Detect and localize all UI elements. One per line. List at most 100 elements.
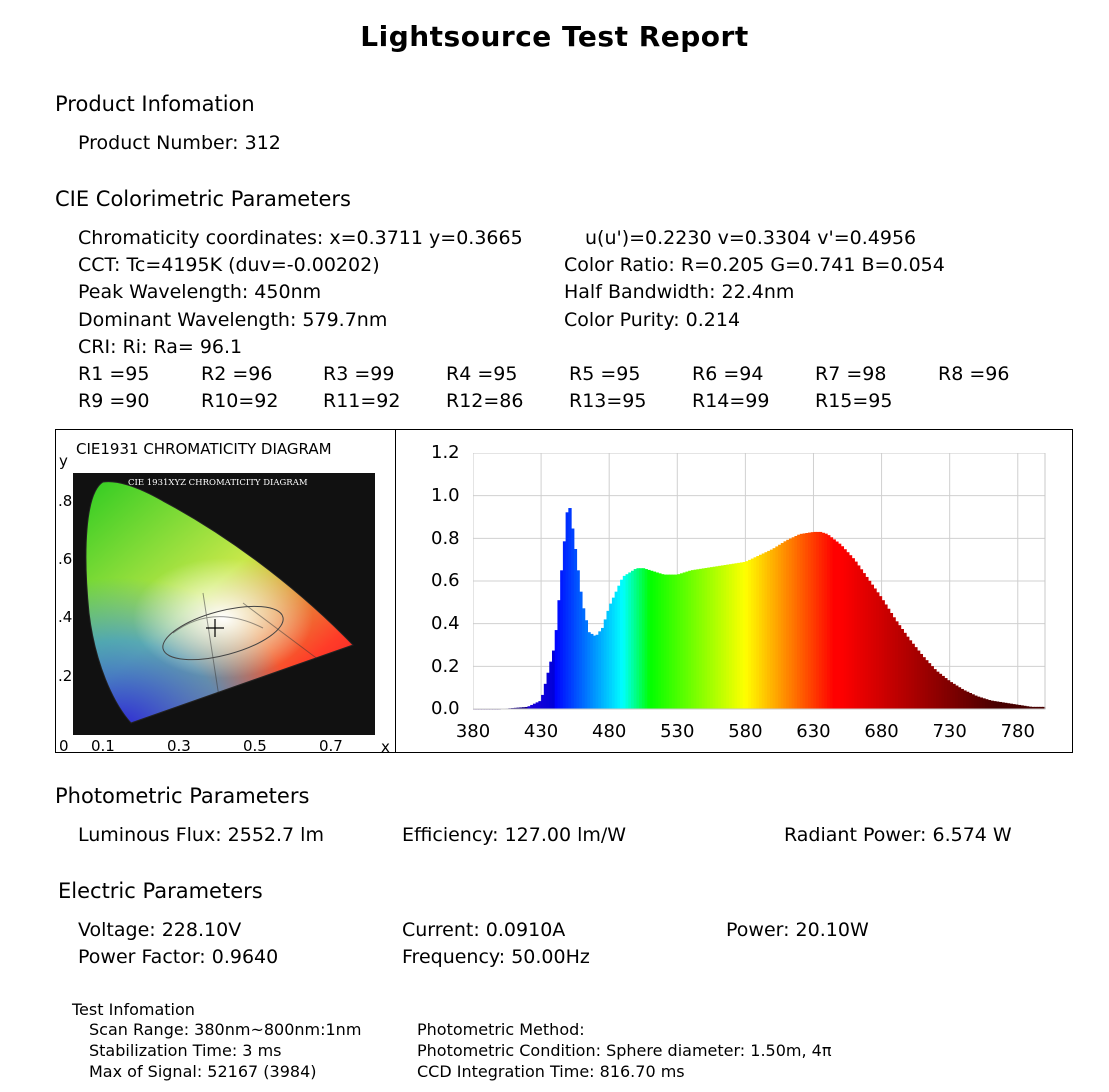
spectrum-bar xyxy=(870,584,874,709)
spectrum-bar xyxy=(873,588,877,709)
spectrum-bar xyxy=(745,561,749,709)
spectrum-bar xyxy=(532,703,537,709)
spectrum-bar xyxy=(867,580,872,709)
spectrum-bar xyxy=(827,535,831,709)
cct: CCT: Tc=4195K (duv=-0.00202) xyxy=(78,254,380,276)
spectrum-bar xyxy=(677,574,681,709)
spectrum-bar xyxy=(952,683,956,709)
spectrum-bar xyxy=(900,629,904,709)
product-heading: Product Infomation xyxy=(55,92,255,116)
spectrum-bar xyxy=(1017,704,1022,709)
spectrum-bar xyxy=(878,596,883,709)
spectrum-bar xyxy=(685,571,689,709)
spectrum-y-tick: 0.6 xyxy=(431,570,460,591)
spectrum-bar xyxy=(949,682,953,709)
report-title: Lightsource Test Report xyxy=(360,20,749,53)
spectrum-bar xyxy=(1036,706,1041,709)
spectrum-chart xyxy=(473,453,1046,710)
spectrum-bar xyxy=(767,550,771,709)
spectrum-bar xyxy=(639,568,643,709)
photometric-heading: Photometric Parameters xyxy=(55,784,310,808)
spectrum-bar xyxy=(772,548,776,709)
spectrum-bar xyxy=(699,568,703,709)
spectrum-x-tick: 380 xyxy=(455,721,491,742)
spectrum-bar xyxy=(963,690,967,709)
spectrum-bar xyxy=(690,570,695,709)
spectrum-bar xyxy=(916,650,921,709)
spectrum-bar xyxy=(979,697,983,709)
spectrum-bar xyxy=(761,553,766,709)
spectrum-y-tick: 0.4 xyxy=(431,613,460,634)
power-factor: Power Factor: 0.9640 xyxy=(78,946,279,968)
spectrum-bar xyxy=(936,671,940,709)
color-purity: Color Purity: 0.214 xyxy=(564,309,741,331)
spectrum-bar xyxy=(810,532,815,709)
spectrum-x-tick: 430 xyxy=(523,721,559,742)
spectrum-bar xyxy=(739,562,744,709)
spectrum-bar xyxy=(557,600,561,709)
spectrum-bar xyxy=(748,559,752,709)
r-value: R3 =99 xyxy=(323,363,395,385)
spectrum-bar xyxy=(892,617,896,709)
spectrum-bar xyxy=(966,691,970,709)
spectrum-bar xyxy=(601,627,605,709)
r-value: R5 =95 xyxy=(569,363,641,385)
spectrum-bar xyxy=(818,531,823,709)
spectrum-bar xyxy=(726,564,730,709)
chromaticity-coordinates: Chromaticity coordinates: x=0.3711 y=0.3… xyxy=(78,227,523,249)
spectrum-bar xyxy=(987,700,992,709)
spectrum-bar xyxy=(846,552,850,709)
spectrum-bar xyxy=(808,532,812,709)
r-value: R7 =98 xyxy=(815,363,887,385)
spectrum-bar xyxy=(1006,703,1011,709)
spectrum-bar xyxy=(707,567,711,709)
spectrum-bar xyxy=(630,570,635,709)
spectrum-bar xyxy=(573,549,578,709)
cie-x-tick: 0 xyxy=(59,737,69,755)
spectrum-bar xyxy=(1020,705,1024,709)
spectrum-bar xyxy=(955,685,959,709)
stabilization-time: Stabilization Time: 3 ms xyxy=(89,1041,282,1060)
spectrum-bar xyxy=(652,571,657,709)
spectrum-bar xyxy=(750,558,755,709)
spectrum-bar xyxy=(671,574,676,709)
spectrum-bar xyxy=(968,693,973,709)
spectrum-bar xyxy=(985,699,989,709)
spectrum-bar xyxy=(976,696,981,709)
spectrum-bar xyxy=(598,631,602,709)
spectrum-bar xyxy=(538,701,542,709)
spectrum-bar xyxy=(1039,706,1043,709)
spectrum-bar xyxy=(938,673,943,709)
spectrum-bar xyxy=(693,569,697,709)
spectrum-bar xyxy=(911,643,915,709)
spectrum-bar xyxy=(854,561,858,709)
spectrum-bar xyxy=(1028,706,1032,709)
spectrum-bar xyxy=(1015,704,1019,709)
spectrum-bar xyxy=(791,537,796,709)
r-value: R14=99 xyxy=(692,390,770,412)
cie-x-tick: 0.3 xyxy=(167,737,191,755)
spectrum-bar xyxy=(957,687,962,709)
spectrum-bar xyxy=(603,619,608,709)
spectrum-bar xyxy=(658,573,662,709)
spectrum-bar xyxy=(622,575,627,709)
spectrum-bar xyxy=(666,574,670,709)
spectrum-bar xyxy=(998,701,1003,709)
spectrum-x-tick: 630 xyxy=(796,721,831,742)
spectrum-bar xyxy=(881,600,885,709)
spectrum-bar xyxy=(1009,703,1013,709)
r-value: R1 =95 xyxy=(78,363,150,385)
spectrum-bar xyxy=(715,566,719,709)
spectrum-bar xyxy=(731,563,736,709)
spectrum-bar xyxy=(519,707,523,709)
uv-coordinates: u(u')=0.2230 v=0.3304 v'=0.4956 xyxy=(585,227,917,249)
spectrum-bar xyxy=(543,683,548,709)
cie-x-tick: 0.1 xyxy=(91,737,115,755)
r-value: R12=86 xyxy=(446,390,524,412)
electric-heading: Electric Parameters xyxy=(58,879,263,903)
charts-panel: CIE1931 CHROMATICITY DIAGRAM y .8 .6 .4 … xyxy=(55,429,1073,756)
spectrum-bar xyxy=(704,567,708,709)
spectrum-bar xyxy=(535,702,539,709)
spectrum-bar xyxy=(617,585,621,709)
spectrum-x-tick: 530 xyxy=(660,721,695,742)
